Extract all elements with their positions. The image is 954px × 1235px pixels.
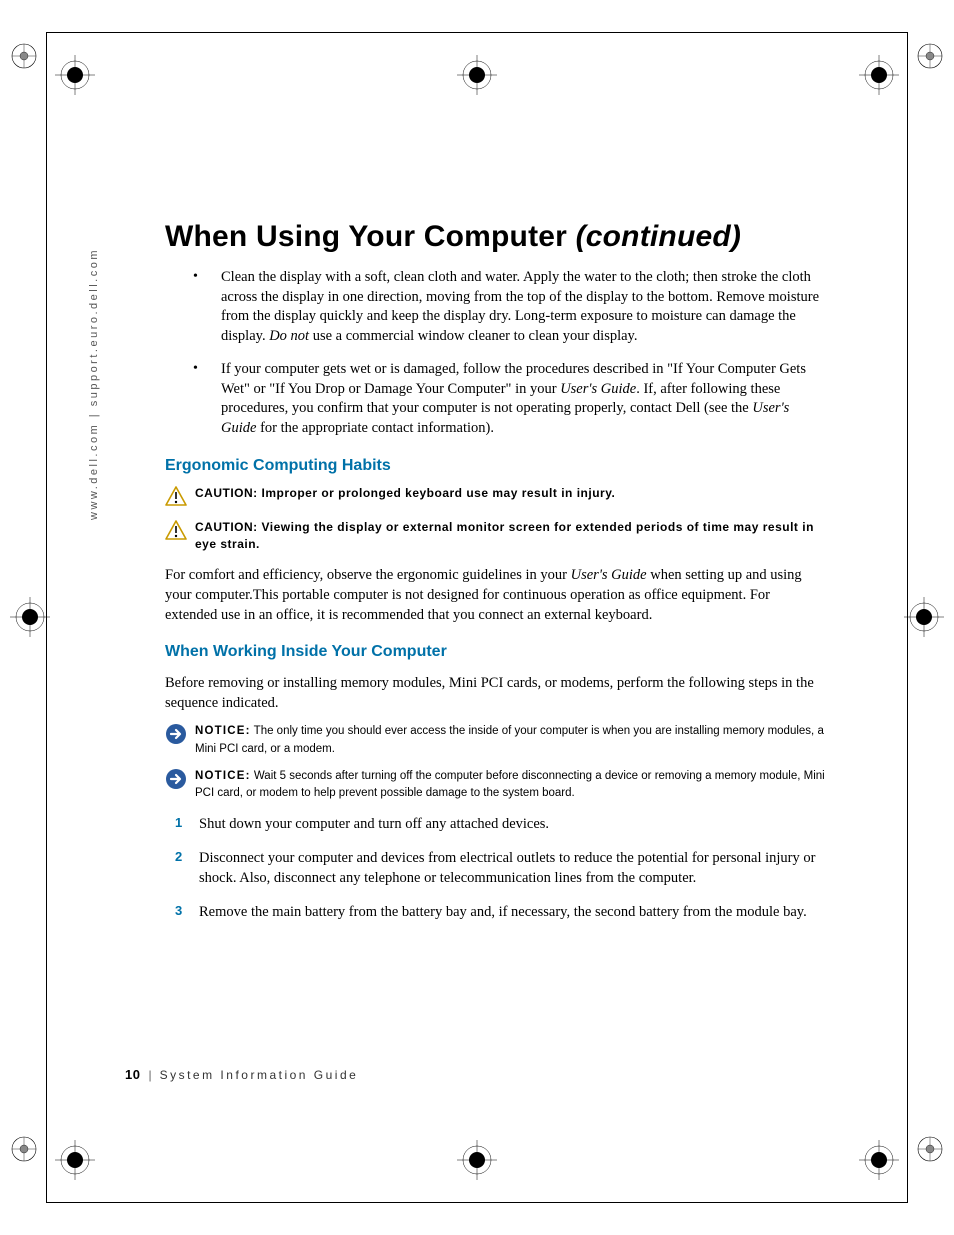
crop-mark-icon bbox=[10, 597, 50, 637]
text: use a commercial window cleaner to clean… bbox=[309, 328, 637, 344]
caution-block: CAUTION: Improper or prolonged keyboard … bbox=[165, 485, 825, 511]
bullet-item: If your computer gets wet or is damaged,… bbox=[193, 360, 825, 438]
notice-text: NOTICE: Wait 5 seconds after turning off… bbox=[195, 768, 825, 803]
notice-icon bbox=[165, 768, 187, 795]
numbered-list: 1 Shut down your computer and turn off an… bbox=[165, 814, 825, 922]
bullet-list: Clean the display with a soft, clean clo… bbox=[193, 268, 825, 439]
caution-block: CAUTION: Viewing the display or external… bbox=[165, 519, 825, 554]
page-title: When Using Your Computer (continued) bbox=[165, 220, 825, 254]
crop-line bbox=[46, 32, 47, 1203]
crop-mark-icon bbox=[457, 1140, 497, 1180]
reg-mark-icon bbox=[10, 1135, 38, 1163]
step-number: 2 bbox=[175, 848, 182, 866]
title-continued: (continued) bbox=[576, 220, 742, 253]
text-italic: Do not bbox=[269, 328, 309, 344]
page-footer: 10 | System Information Guide bbox=[125, 1067, 358, 1082]
crop-mark-icon bbox=[55, 55, 95, 95]
crop-mark-icon bbox=[904, 597, 944, 637]
text: Wait 5 seconds after turning off the com… bbox=[195, 770, 825, 799]
reg-mark-icon bbox=[916, 1135, 944, 1163]
footer-separator: | bbox=[148, 1068, 151, 1082]
page-content: When Using Your Computer (continued) Cle… bbox=[165, 220, 825, 936]
caution-text: CAUTION: Improper or prolonged keyboard … bbox=[195, 485, 615, 502]
text: Remove the main battery from the battery… bbox=[199, 904, 807, 920]
notice-icon bbox=[165, 723, 187, 750]
text: For comfort and efficiency, observe the … bbox=[165, 567, 571, 583]
crop-mark-icon bbox=[859, 1140, 899, 1180]
notice-label: NOTICE: bbox=[195, 770, 251, 782]
crop-mark-icon bbox=[457, 55, 497, 95]
body-paragraph: For comfort and efficiency, observe the … bbox=[165, 565, 825, 625]
reg-mark-icon bbox=[916, 42, 944, 70]
caution-icon bbox=[165, 520, 187, 545]
body-paragraph: Before removing or installing memory mod… bbox=[165, 673, 825, 713]
notice-text: NOTICE: The only time you should ever ac… bbox=[195, 723, 825, 758]
sidebar-url: www.dell.com | support.euro.dell.com bbox=[88, 248, 100, 520]
step-number: 1 bbox=[175, 814, 182, 832]
bullet-item: Clean the display with a soft, clean clo… bbox=[193, 268, 825, 346]
list-item: 1 Shut down your computer and turn off an… bbox=[165, 814, 825, 834]
text-italic: User's Guide bbox=[571, 567, 647, 583]
section-heading: Ergonomic Computing Habits bbox=[165, 457, 825, 475]
crop-line bbox=[46, 32, 908, 33]
list-item: 2 Disconnect your computer and devices fr… bbox=[165, 848, 825, 888]
list-item: 3 Remove the main battery from the batter… bbox=[165, 902, 825, 922]
caution-icon bbox=[165, 486, 187, 511]
crop-line bbox=[907, 32, 908, 1203]
caution-text: CAUTION: Viewing the display or external… bbox=[195, 519, 825, 554]
notice-block: NOTICE: The only time you should ever ac… bbox=[165, 723, 825, 758]
footer-title: System Information Guide bbox=[160, 1068, 359, 1082]
crop-mark-icon bbox=[859, 55, 899, 95]
text: for the appropriate contact information)… bbox=[256, 420, 494, 436]
crop-line bbox=[46, 1202, 908, 1203]
text: Disconnect your computer and devices fro… bbox=[199, 850, 815, 886]
reg-mark-icon bbox=[10, 42, 38, 70]
title-main: When Using Your Computer bbox=[165, 220, 576, 253]
notice-block: NOTICE: Wait 5 seconds after turning off… bbox=[165, 768, 825, 803]
section-heading: When Working Inside Your Computer bbox=[165, 643, 825, 661]
text: The only time you should ever access the… bbox=[195, 725, 824, 754]
crop-mark-icon bbox=[55, 1140, 95, 1180]
step-number: 3 bbox=[175, 902, 182, 920]
page-number: 10 bbox=[125, 1067, 140, 1082]
text-italic: User's Guide bbox=[560, 381, 636, 397]
notice-label: NOTICE: bbox=[195, 725, 251, 737]
text: Shut down your computer and turn off any… bbox=[199, 816, 549, 832]
